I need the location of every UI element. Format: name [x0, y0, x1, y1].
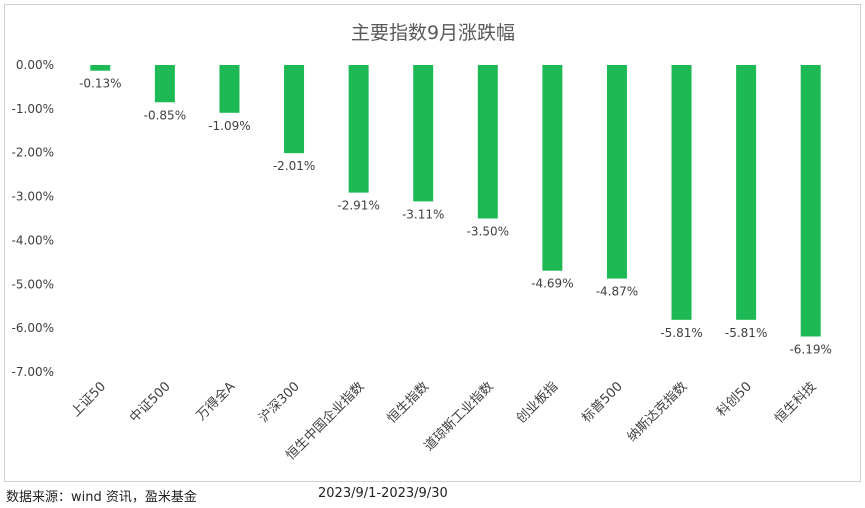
x-tick-label: 纳斯达克指数 — [625, 379, 691, 445]
bar — [542, 65, 563, 271]
x-tick-label: 科创50 — [714, 379, 755, 420]
bar — [90, 65, 111, 71]
x-tick-label: 创业板指 — [514, 379, 561, 426]
source-note: 数据来源：wind 资讯，盈米基金 — [6, 490, 197, 505]
data-label: -0.13% — [79, 77, 121, 91]
x-tick-label: 恒生科技 — [772, 379, 819, 426]
chart-title: 主要指数9月涨跌幅 — [351, 22, 515, 44]
bar — [606, 65, 627, 279]
x-tick-label: 上证50 — [68, 379, 109, 420]
chart-svg: 主要指数9月涨跌幅 0.00% -1.00% -2.00% -3.00% -4.00% -… — [12, 22, 832, 463]
x-tick-label: 标普500 — [579, 379, 626, 426]
y-tick-label: 0.00% — [16, 58, 54, 72]
data-label: -2.91% — [337, 199, 379, 213]
bar — [671, 65, 692, 320]
data-label: -3.11% — [402, 207, 444, 221]
bar — [154, 65, 175, 103]
bars — [90, 65, 821, 337]
data-label: -4.87% — [596, 285, 638, 299]
data-label: -0.85% — [144, 108, 186, 122]
chart-frame: 主要指数9月涨跌幅 0.00% -1.00% -2.00% -3.00% -4.00% -… — [4, 4, 861, 482]
bar — [348, 65, 369, 193]
x-tick-label: 中证500 — [127, 379, 174, 426]
x-tick-label: 道琼斯工业指数 — [422, 379, 497, 454]
bar — [284, 65, 305, 154]
bar — [413, 65, 434, 202]
data-label: -5.81% — [725, 326, 767, 340]
data-label: -1.09% — [208, 119, 250, 133]
date-range: 2023/9/1-2023/9/30 — [318, 486, 448, 501]
data-label: -6.19% — [789, 342, 831, 356]
y-tick-label: -4.00% — [12, 233, 54, 247]
x-tick-label: 恒生指数 — [385, 379, 432, 426]
x-tick-label: 万得全A — [193, 378, 238, 423]
y-axis: 0.00% -1.00% -2.00% -3.00% -4.00% -5.00% -6.00… — [12, 58, 54, 379]
data-label: -4.69% — [531, 277, 573, 291]
data-label: -2.01% — [273, 159, 315, 173]
y-tick-label: -2.00% — [12, 146, 54, 160]
y-tick-label: -1.00% — [12, 102, 54, 116]
y-tick-label: -7.00% — [12, 365, 54, 379]
y-tick-label: -3.00% — [12, 190, 54, 204]
y-tick-label: -5.00% — [12, 277, 54, 291]
bar — [800, 65, 821, 337]
data-label: -5.81% — [660, 326, 702, 340]
bar — [219, 65, 240, 113]
x-tick-label: 沪深300 — [256, 379, 303, 426]
data-label: -3.50% — [467, 225, 509, 239]
data-labels: -0.13% -0.85% -1.09% -2.01% -2.91% -3.11% -3.5… — [79, 77, 832, 357]
bar — [736, 65, 757, 320]
y-tick-label: -6.00% — [12, 321, 54, 335]
bar — [477, 65, 498, 219]
